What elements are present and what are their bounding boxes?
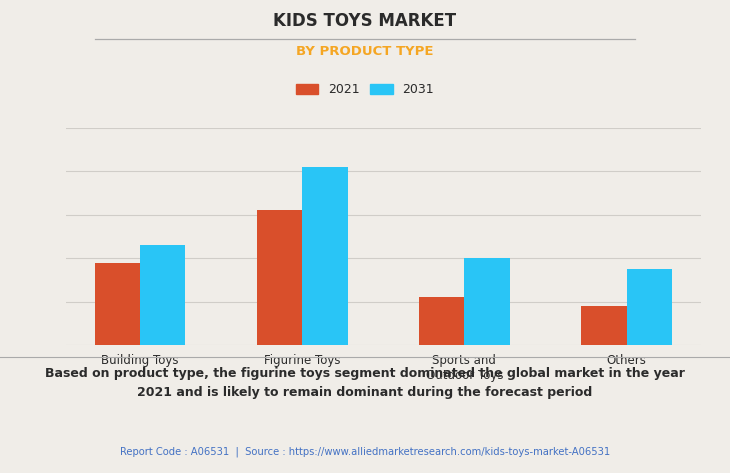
Bar <box>419 298 464 345</box>
Text: Based on product type, the figurine toys segment dominated the global market in : Based on product type, the figurine toys… <box>45 367 685 399</box>
Text: Report Code : A06531  |  Source : https://www.alliedmarketresearch.com/kids-toys: Report Code : A06531 | Source : https://… <box>120 447 610 457</box>
Text: KIDS TOYS MARKET: KIDS TOYS MARKET <box>274 12 456 30</box>
Bar <box>581 306 626 345</box>
Legend: 2021, 2031: 2021, 2031 <box>292 79 438 100</box>
Bar <box>140 245 185 345</box>
Text: BY PRODUCT TYPE: BY PRODUCT TYPE <box>296 45 434 58</box>
Bar <box>95 263 140 345</box>
Bar <box>302 167 347 345</box>
Bar <box>257 210 302 345</box>
Bar <box>626 269 672 345</box>
Bar <box>464 258 510 345</box>
